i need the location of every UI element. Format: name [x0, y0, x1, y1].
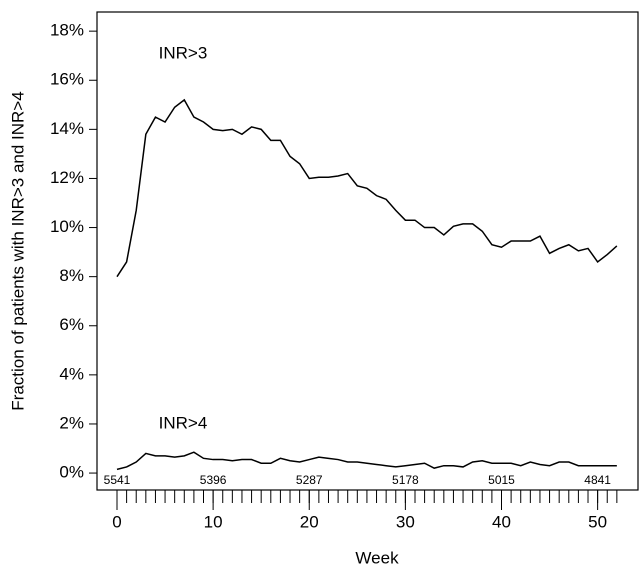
x-axis-label: Week [355, 548, 399, 567]
at-risk-count: 5015 [488, 473, 515, 487]
x-tick-label: 20 [300, 512, 319, 531]
at-risk-count: 5178 [392, 473, 419, 487]
y-tick-label: 16% [50, 70, 84, 89]
y-tick-label: 18% [50, 21, 84, 40]
x-tick-label: 10 [204, 512, 223, 531]
series-label: INR>3 [159, 43, 208, 62]
plot-frame [96, 11, 639, 491]
x-tick-label: 50 [588, 512, 607, 531]
y-tick-label: 4% [59, 364, 84, 383]
at-risk-count: 5287 [296, 473, 323, 487]
x-tick-label: 40 [492, 512, 511, 531]
y-tick-label: 14% [50, 119, 84, 138]
series-line [116, 98, 618, 278]
y-tick-label: 2% [59, 413, 84, 432]
y-tick-label: 0% [59, 463, 84, 482]
x-tick-label: 30 [396, 512, 415, 531]
y-tick-label: 8% [59, 266, 84, 285]
y-tick-label: 12% [50, 168, 84, 187]
series-line [116, 451, 617, 471]
at-risk-count: 5396 [200, 473, 227, 487]
at-risk-count: 5541 [104, 473, 131, 487]
y-axis-label: Fraction of patients with INR>3 and INR>… [8, 91, 27, 410]
series-label: INR>4 [159, 413, 208, 432]
y-tick-label: 10% [50, 217, 84, 236]
x-tick-label: 0 [112, 512, 121, 531]
y-tick-label: 6% [59, 315, 84, 334]
at-risk-count: 4841 [584, 473, 611, 487]
